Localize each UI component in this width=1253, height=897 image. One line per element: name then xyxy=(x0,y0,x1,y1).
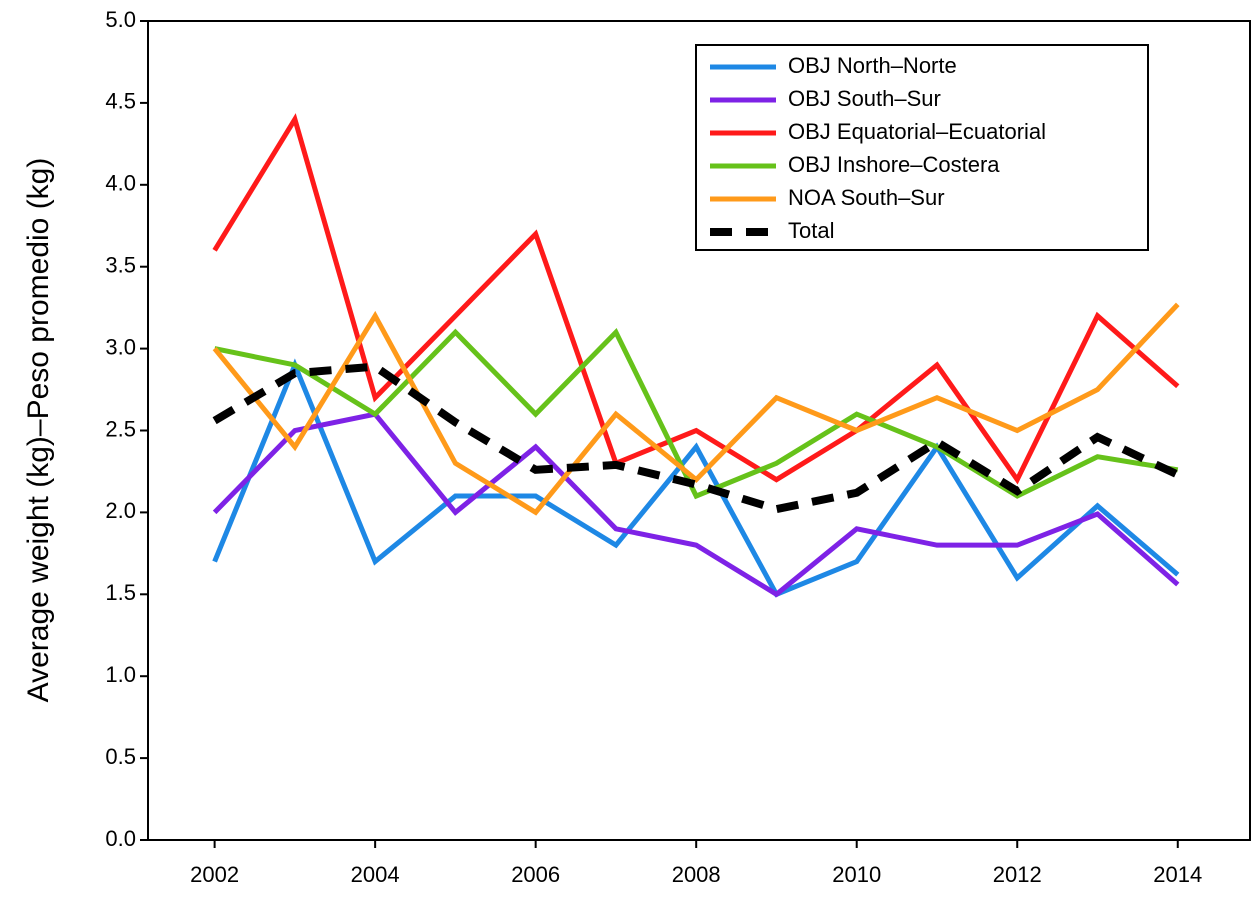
y-tick-label: 0.5 xyxy=(105,744,136,769)
legend: OBJ North–Norte OBJ South–Sur OBJ Equatori… xyxy=(695,44,1149,251)
y-tick-label: 2.5 xyxy=(105,416,136,441)
x-tick-label: 2012 xyxy=(993,862,1042,887)
y-tick-label: 2.0 xyxy=(105,498,136,523)
y-axis-label: Average weight (kg)–Peso promedio (kg) xyxy=(22,158,55,703)
series-line xyxy=(212,358,1180,598)
legend-label: OBJ Equatorial–Ecuatorial xyxy=(788,119,1046,144)
legend-label: Total xyxy=(788,218,834,243)
legend-label: OBJ Inshore–Costera xyxy=(788,152,1000,177)
series-line xyxy=(212,362,1180,514)
legend-label: OBJ South–Sur xyxy=(788,86,941,111)
x-tick-label: 2006 xyxy=(511,862,560,887)
x-tick-label: 2008 xyxy=(672,862,721,887)
legend-label: NOA South–Sur xyxy=(788,185,945,210)
y-tick-label: 3.5 xyxy=(105,253,136,278)
y-tick-label: 5.0 xyxy=(105,7,136,32)
legend-box xyxy=(695,44,1149,251)
y-tick-label: 4.0 xyxy=(105,171,136,196)
y-tick-label: 1.5 xyxy=(105,580,136,605)
legend-label: OBJ North–Norte xyxy=(788,53,957,78)
x-tick-label: 2014 xyxy=(1153,862,1202,887)
y-tick-label: 3.0 xyxy=(105,334,136,359)
x-tick-label: 2010 xyxy=(832,862,881,887)
y-tick-label: 0.0 xyxy=(105,826,136,851)
x-tick-label: 2002 xyxy=(190,862,239,887)
series-line xyxy=(212,411,1180,598)
y-tick-label: 4.5 xyxy=(105,89,136,114)
series-line xyxy=(214,327,1179,500)
x-tick-label: 2004 xyxy=(351,862,400,887)
series-line xyxy=(212,302,1180,516)
series-line xyxy=(212,113,1180,485)
y-tick-label: 1.0 xyxy=(105,662,136,687)
